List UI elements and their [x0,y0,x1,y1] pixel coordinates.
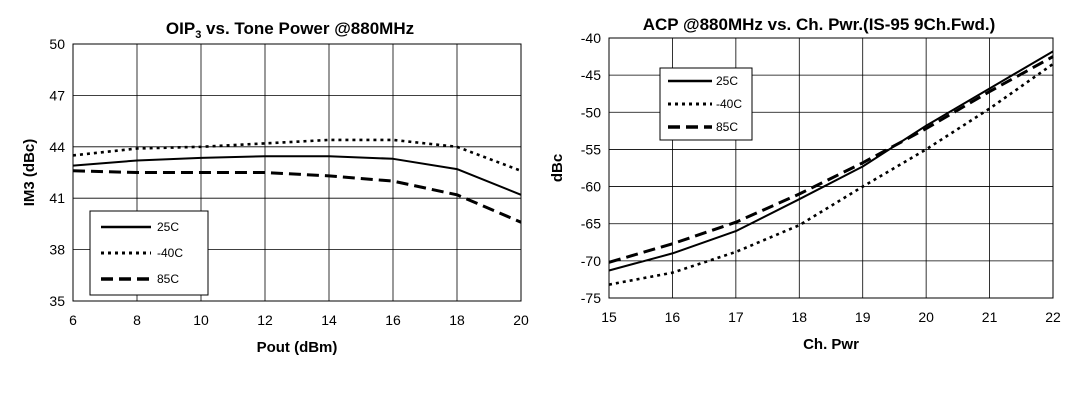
legend-label: 85C [716,120,738,134]
y-tick-label: 35 [49,293,65,309]
y-tick-label: -55 [581,141,601,157]
y-axis-label: IM3 (dBc) [21,139,38,207]
y-tick-label: -75 [581,290,601,306]
y-tick-label: 50 [49,36,65,52]
y-tick-label: 44 [49,139,65,155]
y-tick-label: 41 [49,190,65,206]
acp-chart: -75 -70 -65 -60 -55 -50 -45 -40 15 16 17 18 19 20 21 22… [549,15,1061,353]
y-tick-label: -60 [581,179,601,195]
x-tick-label: 21 [982,309,998,325]
chart-title: ACP @880MHz vs. Ch. Pwr.(IS-95 9Ch.Fwd.) [643,15,996,34]
x-tick-label: 6 [69,312,77,328]
y-tick-label: -40 [581,30,601,46]
x-tick-label: 8 [133,312,141,328]
x-tick-label: 17 [728,309,744,325]
series-line-25C [608,50,1054,272]
x-tick-label: 20 [513,312,529,328]
chart-title-part: OIP [166,19,195,38]
chart-title: OIP3 vs. Tone Power @880MHz [166,19,414,41]
x-tick-label: 22 [1045,309,1061,325]
x-axis-label: Pout (dBm) [257,339,338,356]
x-tick-label: 16 [665,309,681,325]
legend-label: 25C [716,74,738,88]
y-tick-label: -70 [581,253,601,269]
x-tick-label: 12 [257,312,273,328]
legend-box [89,210,209,296]
series-line-85C [72,169,522,224]
x-tick-label: 18 [449,312,465,328]
y-tick-label: -65 [581,216,601,232]
x-axis-label: Ch. Pwr [803,336,859,353]
series-line-85C [608,55,1054,264]
x-tick-label: 18 [791,309,807,325]
x-tick-label: 16 [385,312,401,328]
x-tick-label: 15 [601,309,617,325]
series-line--40C [72,138,522,173]
x-tick-label: 14 [321,312,337,328]
series-line-25C [72,155,522,196]
oip3-chart: 35 38 41 44 47 50 6 8 10 12 14 16 18 20 OIP3 vs. Tone … [21,19,529,356]
chart-title-part: vs. Tone Power @880MHz [201,19,414,38]
x-tick-label: 10 [193,312,209,328]
y-axis-label: dBc [549,154,566,182]
y-tick-label: -45 [581,67,601,83]
y-tick-label: 38 [49,242,65,258]
legend-label: 85C [157,272,179,286]
x-tick-label: 19 [855,309,871,325]
legend-label: -40C [716,97,742,111]
y-tick-label: 47 [49,87,65,103]
x-tick-label: 20 [918,309,934,325]
y-tick-label: -50 [581,104,601,120]
legend-label: 25C [157,220,179,234]
legend-label: -40C [157,246,183,260]
chart-title-subscript: 3 [195,29,201,41]
